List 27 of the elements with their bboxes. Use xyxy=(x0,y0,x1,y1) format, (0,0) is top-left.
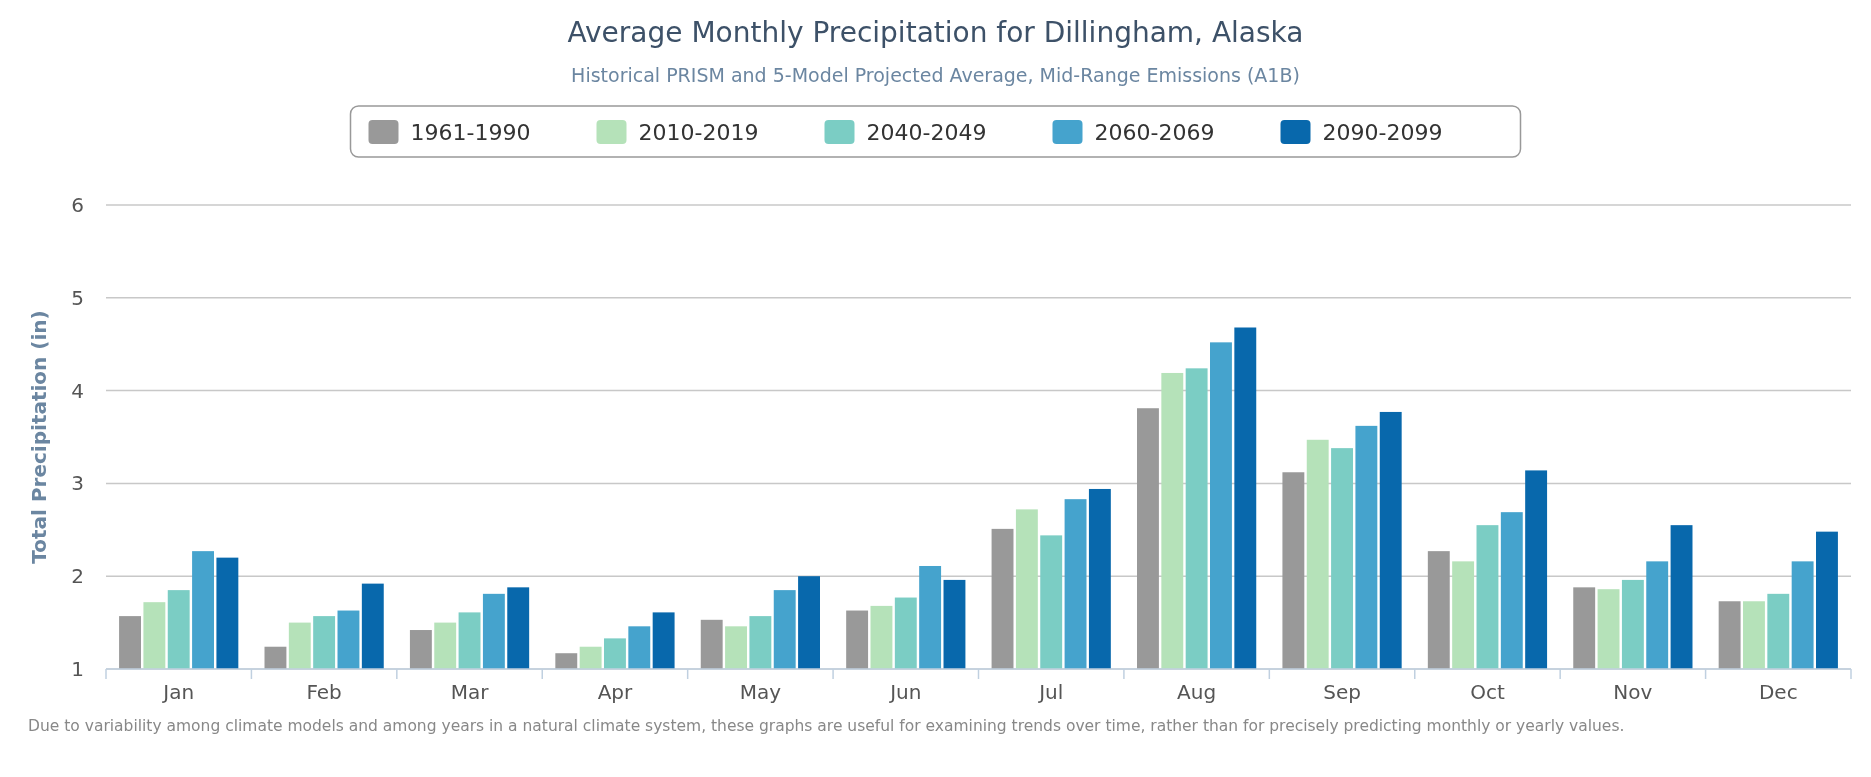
y-tick-label: 5 xyxy=(71,285,84,310)
legend-label: 2060-2069 xyxy=(1094,120,1215,145)
x-tick-label: Jun xyxy=(888,680,922,704)
x-tick-label: Jul xyxy=(1037,680,1064,704)
y-tick-label: 2 xyxy=(71,564,84,589)
y-tick-label: 1 xyxy=(71,657,84,681)
chart-subtitle: Historical PRISM and 5-Model Projected Average, Mid-Range Emissions (A1B) xyxy=(571,64,1300,86)
legend-label: 1961-1990 xyxy=(410,120,531,145)
x-tick-label: Jan xyxy=(161,680,195,704)
legend-label: 2090-2099 xyxy=(1322,120,1443,145)
legend-label: 2040-2049 xyxy=(866,120,987,145)
y-axis-title: Total Precipitation (in) xyxy=(27,310,51,564)
x-tick-label: Dec xyxy=(1758,680,1798,704)
text: Due to variability among climate models and among years in a natural climate system, these graphs are useful for examining trends over time, rather than for precisely predicting monthly or yearly values. xyxy=(28,717,1625,735)
y-tick-label: 3 xyxy=(71,471,84,496)
x-tick-label: Feb xyxy=(306,680,342,704)
x-tick-label: Apr xyxy=(597,680,634,704)
legend-label: 2010-2019 xyxy=(638,120,759,145)
x-tick-label: Oct xyxy=(1470,680,1505,704)
x-tick-label: Sep xyxy=(1323,680,1361,704)
x-tick-label: Nov xyxy=(1613,680,1653,704)
x-tick-label: Aug xyxy=(1177,680,1217,704)
x-tick-label: Mar xyxy=(450,680,490,704)
y-tick-label: 6 xyxy=(71,193,84,217)
chart-title: Average Monthly Precipitation for Dillingham, Alaska xyxy=(567,16,1304,49)
x-tick-label: May xyxy=(739,680,782,704)
y-tick-label: 4 xyxy=(71,378,84,403)
